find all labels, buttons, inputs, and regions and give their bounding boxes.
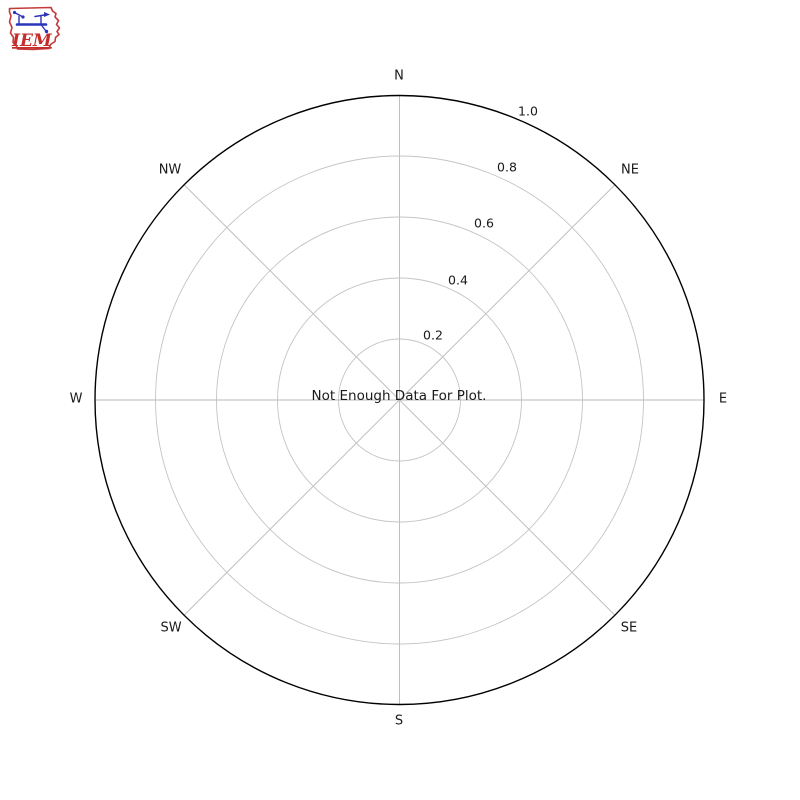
direction-label-ne: NE — [621, 162, 639, 178]
polar-spine — [94, 94, 705, 706]
direction-label-se: SE — [620, 620, 638, 636]
direction-label-e: E — [718, 391, 728, 407]
iem-logo-text: IEM — [11, 31, 53, 51]
direction-label-nw: NW — [158, 162, 182, 178]
angular-gridlines — [95, 96, 704, 704]
radial-tick-0-4: 0.4 — [448, 272, 468, 288]
ring-0-4 — [277, 277, 522, 523]
gridline-ne-sw — [184, 184, 615, 616]
ring-0-2 — [338, 338, 461, 462]
radial-gridrings — [155, 155, 644, 645]
ring-0-8 — [155, 155, 644, 645]
direction-label-n: N — [394, 68, 404, 84]
radial-tick-0-2: 0.2 — [423, 327, 443, 343]
radial-tick-0-6: 0.6 — [474, 215, 494, 231]
direction-label-sw: SW — [160, 620, 182, 636]
direction-label-w: W — [69, 391, 83, 407]
direction-label-s: S — [394, 713, 404, 729]
weather-station-icon — [12, 10, 50, 34]
ring-0-6 — [216, 216, 583, 584]
radial-tick-0-8: 0.8 — [497, 159, 517, 175]
no-data-annotation: Not Enough Data For Plot. — [311, 388, 487, 404]
radial-tick-1-0: 1.0 — [518, 103, 538, 119]
iem-logo: IEM — [8, 6, 61, 51]
